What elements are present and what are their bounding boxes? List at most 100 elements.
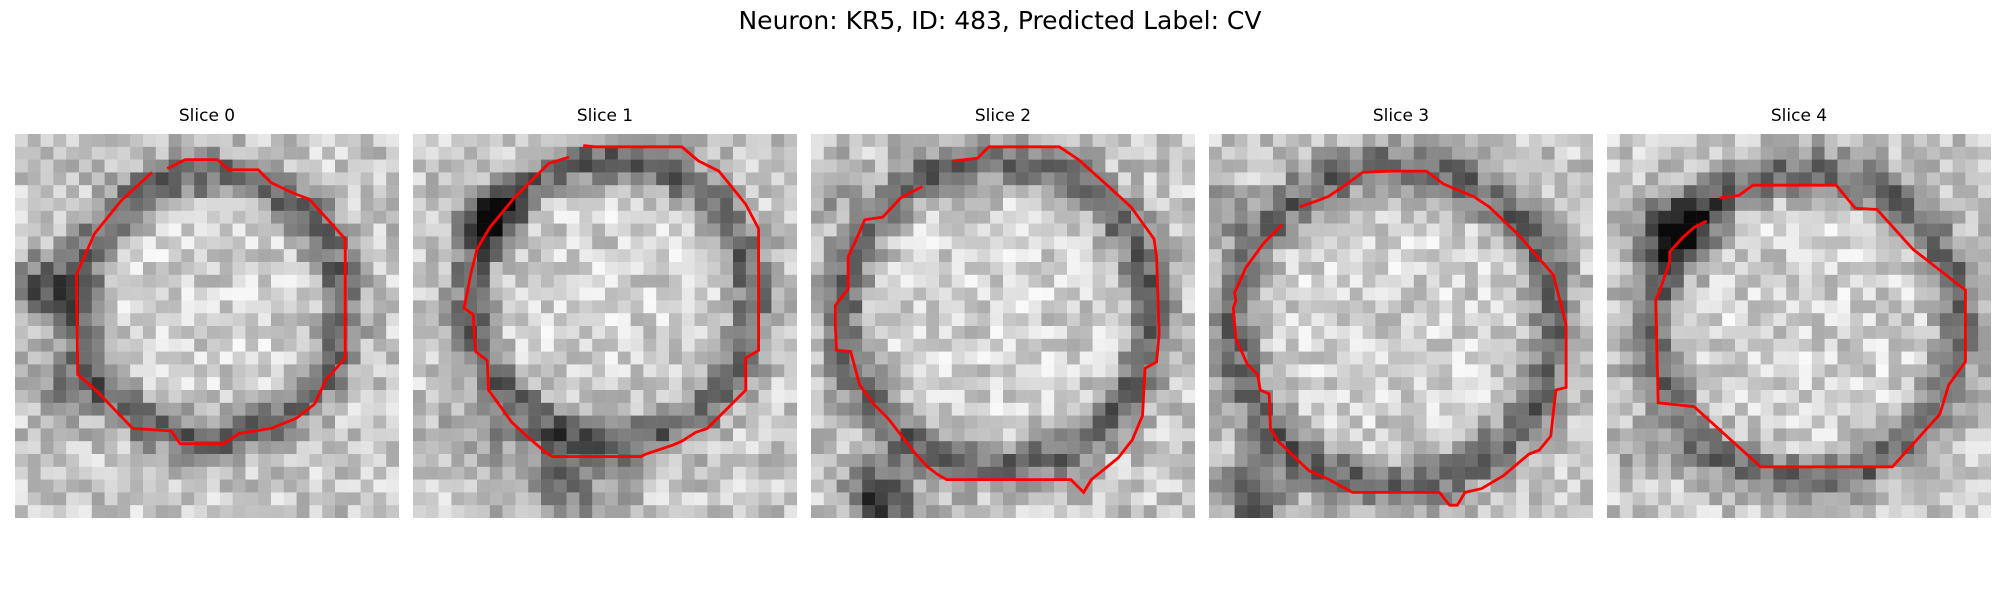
pixel <box>1541 390 1555 404</box>
pixel <box>1760 338 1774 352</box>
pixel <box>168 377 182 391</box>
pixel <box>1003 428 1017 442</box>
pixel <box>694 338 708 352</box>
pixel <box>1760 210 1774 224</box>
pixel <box>1182 390 1195 404</box>
pixel <box>1285 492 1299 506</box>
pixel <box>1092 402 1106 416</box>
pixel <box>386 338 399 352</box>
pixel <box>1554 326 1568 340</box>
pixel <box>232 492 246 506</box>
pixel <box>117 313 131 327</box>
pixel <box>258 274 272 288</box>
pixel <box>1773 466 1787 480</box>
pixel <box>1337 313 1351 327</box>
slice-4-pixels <box>1607 134 1991 518</box>
pixel <box>1824 402 1838 416</box>
pixel <box>1683 338 1697 352</box>
pixel <box>1401 326 1415 340</box>
pixel <box>413 210 427 224</box>
pixel <box>939 402 953 416</box>
pixel <box>964 505 978 518</box>
pixel <box>1285 364 1299 378</box>
pixel <box>1619 364 1633 378</box>
pixel <box>66 223 80 237</box>
pixel <box>386 210 399 224</box>
pixel <box>335 146 349 160</box>
pixel <box>1735 210 1749 224</box>
pixel <box>1875 338 1889 352</box>
pixel <box>875 441 889 455</box>
pixel <box>194 364 208 378</box>
pixel <box>1554 364 1568 378</box>
pixel <box>322 287 336 301</box>
pixel <box>1645 441 1659 455</box>
pixel <box>964 415 978 429</box>
pixel <box>1285 466 1299 480</box>
pixel <box>1850 402 1864 416</box>
pixel <box>1952 185 1966 199</box>
pixel <box>232 223 246 237</box>
pixel <box>553 492 567 506</box>
pixel <box>1311 134 1325 148</box>
pixel <box>681 492 695 506</box>
pixel <box>875 249 889 263</box>
pixel <box>360 159 374 173</box>
pixel <box>541 287 555 301</box>
pixel <box>951 415 965 429</box>
pixel <box>1105 159 1119 173</box>
pixel <box>386 172 399 186</box>
pixel <box>168 338 182 352</box>
pixel <box>1209 326 1223 340</box>
pixel <box>811 390 825 404</box>
pixel <box>309 236 323 250</box>
pixel <box>694 402 708 416</box>
pixel <box>219 223 233 237</box>
pixel <box>1182 402 1195 416</box>
pixel <box>707 300 721 314</box>
pixel <box>1607 146 1621 160</box>
pixel <box>1234 454 1248 468</box>
pixel <box>194 185 208 199</box>
pixel <box>1182 377 1195 391</box>
pixel <box>1735 479 1749 493</box>
pixel <box>1696 274 1710 288</box>
pixel <box>1863 466 1877 480</box>
pixel <box>1260 338 1274 352</box>
pixel <box>1863 390 1877 404</box>
pixel <box>733 249 747 263</box>
pixel <box>53 287 67 301</box>
pixel <box>771 364 785 378</box>
pixel <box>1285 300 1299 314</box>
pixel <box>15 134 29 148</box>
pixel <box>553 223 567 237</box>
pixel <box>1671 198 1685 212</box>
pixel <box>413 236 427 250</box>
pixel <box>79 505 93 518</box>
pixel <box>1311 428 1325 442</box>
pixel <box>386 402 399 416</box>
pixel <box>1285 172 1299 186</box>
pixel <box>1426 441 1440 455</box>
pixel <box>322 210 336 224</box>
pixel <box>1760 441 1774 455</box>
pixel <box>1735 223 1749 237</box>
pixel <box>489 441 503 455</box>
pixel <box>1709 159 1723 173</box>
pixel <box>1260 287 1274 301</box>
pixel <box>1298 415 1312 429</box>
pixel <box>862 454 876 468</box>
pixel <box>875 134 889 148</box>
pixel <box>1632 428 1646 442</box>
pixel <box>553 338 567 352</box>
pixel <box>219 287 233 301</box>
pixel <box>990 415 1004 429</box>
pixel <box>1837 236 1851 250</box>
pixel <box>926 441 940 455</box>
pixel <box>694 172 708 186</box>
pixel <box>489 185 503 199</box>
pixel <box>849 454 863 468</box>
pixel <box>811 479 825 493</box>
pixel <box>130 402 144 416</box>
pixel <box>592 210 606 224</box>
